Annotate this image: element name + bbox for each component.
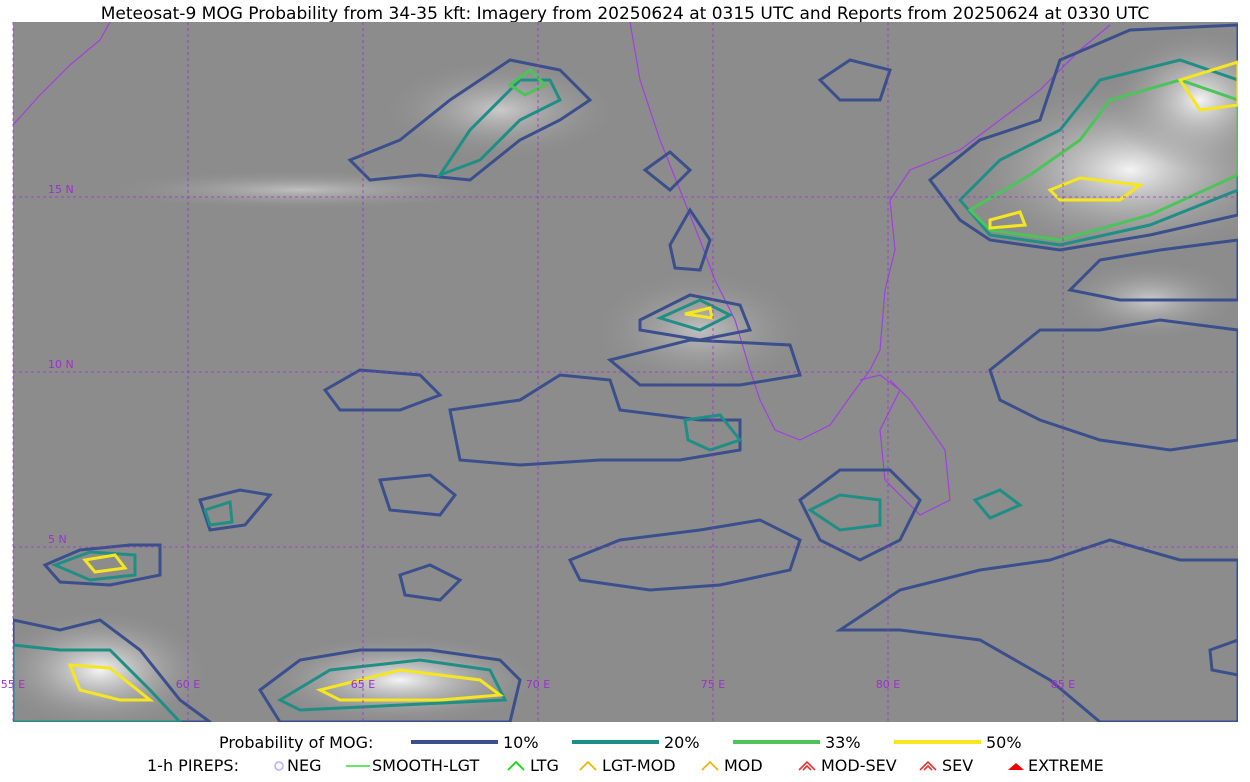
longitude-label: 65 E (351, 678, 375, 691)
legend-title: 1-h PIREPS: (147, 756, 239, 775)
legend-label: LGT-MOD (602, 756, 676, 775)
coastlines (13, 22, 1111, 516)
longitude-label: 60 E (176, 678, 200, 691)
longitude-label: 80 E (876, 678, 900, 691)
clouds (13, 30, 1238, 722)
pirep-icon (579, 760, 597, 771)
pirep-icon (701, 760, 719, 771)
pirep-icon (798, 760, 816, 771)
legend: Probability of MOG: 10% 20% 33% 50% 1-h PIREP… (147, 733, 1104, 775)
latitude-label: 15 N (48, 183, 74, 196)
legend-label: 33% (825, 733, 861, 752)
legend-label: SMOOTH-LGT (372, 756, 479, 775)
legend-title: Probability of MOG: (219, 733, 373, 752)
legend-label: 50% (986, 733, 1022, 752)
longitude-label: 55 E (1, 678, 25, 691)
legend-label: MOD-SEV (821, 756, 897, 775)
legend-label: LTG (530, 756, 559, 775)
title: Meteosat-9 MOG Probability from 34-35 kf… (101, 4, 1150, 24)
latitude-label: 10 N (48, 358, 74, 371)
latitude-label: 5 N (48, 533, 67, 546)
legend-label: NEG (287, 756, 321, 775)
longitude-label: 75 E (701, 678, 725, 691)
legend-label: SEV (942, 756, 973, 775)
pirep-icon (274, 761, 284, 771)
map (13, 22, 1238, 722)
longitude-label: 85 E (1051, 678, 1075, 691)
legend-label: MOD (724, 756, 763, 775)
longitude-label: 70 E (526, 678, 550, 691)
legend-label: 10% (503, 733, 539, 752)
legend-label: EXTREME (1028, 756, 1104, 775)
pirep-icon (919, 760, 937, 771)
graticule: 55 E 60 E 65 E 70 E 75 E 80 E 85 E 15 N 10 N 5 N (1, 22, 1238, 722)
pirep-icon (507, 760, 525, 771)
contours (13, 23, 1238, 722)
pirep-icon (1008, 763, 1024, 770)
legend-label: 20% (664, 733, 700, 752)
